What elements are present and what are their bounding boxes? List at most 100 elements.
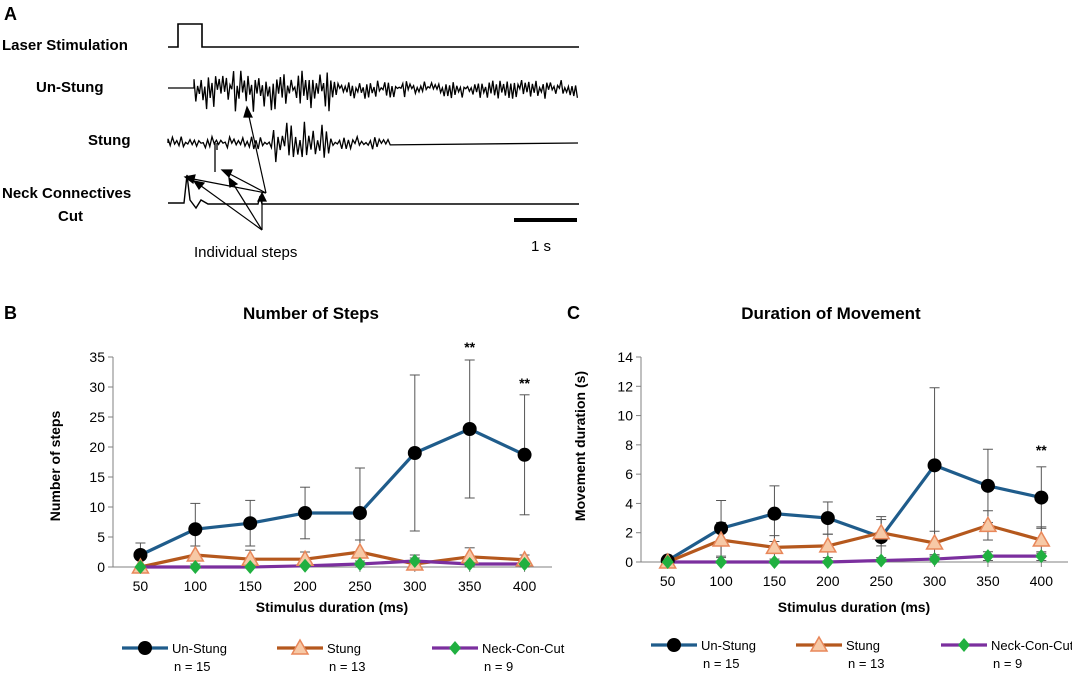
y-tick-label: 35 [89, 349, 105, 365]
x-tick-label: 400 [513, 578, 537, 594]
y-tick-label: 12 [617, 378, 633, 394]
data-point-un-stung [407, 446, 422, 460]
legend-label: Neck-Con-Cut [482, 641, 565, 656]
y-tick-label: 14 [617, 349, 633, 365]
data-point-un-stung [927, 458, 942, 473]
legend-label: Stung [846, 638, 880, 653]
data-point-un-stung [517, 447, 532, 462]
data-point-stung [978, 515, 998, 533]
step-arrow-6-head [257, 191, 267, 202]
x-tick-label: 250 [348, 578, 372, 594]
data-point-stung [871, 523, 891, 540]
chart-b-title: Number of Steps [243, 304, 379, 323]
data-point-neck-con-cut [715, 555, 728, 569]
data-point-neck-con-cut [768, 555, 781, 569]
step-arrow-2 [225, 171, 267, 194]
chart-duration-of-movement: C Duration of Movement Stimulus duration… [567, 303, 1072, 671]
neck-trace-label-line1: Neck Connectives [2, 185, 131, 202]
data-point-un-stung [188, 522, 203, 537]
data-point-neck-con-cut [463, 557, 476, 571]
data-point-neck-con-cut [134, 560, 147, 574]
x-tick-label: 50 [133, 578, 149, 594]
y-tick-label: 10 [617, 408, 633, 424]
stung-trace-label: Stung [88, 132, 131, 149]
chart-b-xlabel: Stimulus duration (ms) [256, 599, 408, 615]
chart-c-xlabel: Stimulus duration (ms) [778, 599, 930, 615]
data-point-neck-con-cut [928, 552, 941, 567]
series-line-un-stung [666, 463, 1042, 562]
x-tick-label: 350 [458, 578, 482, 594]
stung-trace [167, 121, 579, 172]
data-point-neck-con-cut [981, 549, 994, 564]
legend-n: n = 9 [993, 656, 1022, 671]
data-point-neck-con-cut [353, 557, 366, 571]
x-tick-label: 200 [816, 573, 840, 589]
scale-bar-label: 1 s [531, 238, 551, 255]
y-tick-label: 0 [97, 559, 105, 575]
legend-n: n = 9 [484, 659, 513, 674]
data-point-neck-con-cut [299, 558, 312, 573]
step-arrow-5-head [228, 176, 239, 188]
x-tick-label: 350 [976, 573, 1000, 589]
data-point-un-stung [243, 516, 258, 531]
y-tick-label: 0 [625, 554, 633, 570]
chart-c-ylabel: Movement duration (s) [572, 371, 588, 521]
data-point-un-stung [820, 511, 835, 526]
x-tick-label: 250 [870, 573, 894, 589]
laser-trace [168, 23, 579, 48]
legend-label: Un-Stung [701, 638, 756, 653]
step-arrow-4-head [192, 180, 206, 191]
significance-marker: ** [519, 375, 530, 391]
y-tick-label: 5 [97, 529, 105, 545]
legend-n: n = 15 [703, 656, 740, 671]
data-point-un-stung [1034, 490, 1049, 505]
legend-marker [958, 638, 970, 652]
legend-marker [138, 641, 152, 655]
unstung-trace-label: Un-Stung [36, 79, 103, 96]
x-tick-label: 100 [184, 578, 208, 594]
legend-n: n = 13 [329, 659, 366, 674]
series-line-neck-con-cut [667, 554, 1042, 564]
x-tick-label: 200 [293, 578, 317, 594]
series-line-un-stung [139, 427, 526, 557]
series-line-stung [667, 523, 1042, 564]
unstung-trace [168, 70, 579, 112]
legend-label: Stung [327, 641, 361, 656]
y-tick-label: 2 [625, 525, 633, 541]
y-tick-label: 30 [89, 379, 105, 395]
data-point-neck-con-cut [1035, 549, 1048, 564]
data-point-neck-con-cut [821, 555, 834, 569]
laser-label: Laser Stimulation [2, 37, 128, 54]
y-tick-label: 4 [625, 495, 633, 511]
data-point-un-stung [714, 521, 729, 536]
data-point-neck-con-cut [408, 554, 421, 568]
legend-marker [290, 638, 310, 655]
data-point-stung [818, 536, 838, 553]
data-point-neck-con-cut [661, 555, 674, 569]
x-tick-label: 100 [709, 573, 733, 589]
step-arrow-1 [187, 177, 267, 194]
panel-a: A Laser Stimulation Un-Stung Stung Neck … [2, 4, 579, 261]
x-tick-label: 50 [660, 573, 676, 589]
chart-b-ylabel: Number of steps [47, 411, 63, 522]
legend-marker [667, 638, 681, 652]
chart-c-plot: 0 2 4 6 8 10 12 14 50 100 150 200 250 300 350 400 ** Un-S… [617, 349, 1072, 671]
series-line-stung [140, 550, 525, 569]
data-point-stung [765, 537, 784, 555]
y-tick-label: 15 [89, 469, 105, 485]
chart-c-title: Duration of Movement [741, 304, 921, 323]
y-tick-label: 25 [89, 409, 105, 425]
y-tick-label: 8 [625, 437, 633, 453]
x-tick-label: 400 [1030, 573, 1054, 589]
chart-number-of-steps: B Number of Steps Stimulus duration (ms)… [4, 303, 565, 674]
step-arrows [183, 105, 267, 231]
chart-b-plot: 0 5 10 15 20 25 30 35 50 100 150 200 250 300 350 400 ** *… [89, 339, 564, 674]
legend-label: Neck-Con-Cut [991, 638, 1072, 653]
step-arrow-4 [196, 182, 263, 231]
data-point-un-stung [352, 506, 367, 520]
x-tick-label: 300 [923, 573, 947, 589]
data-point-stung [1032, 530, 1051, 547]
legend-n: n = 15 [174, 659, 211, 674]
data-point-neck-con-cut [244, 560, 257, 574]
